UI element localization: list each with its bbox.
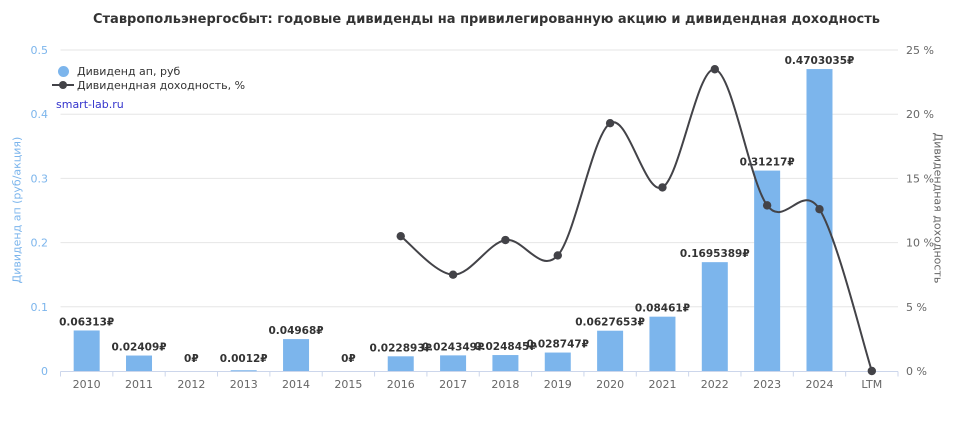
bar-2018[interactable]: [492, 355, 519, 371]
bar-2014[interactable]: [283, 339, 310, 371]
left-axis-tick-label: 0.2: [31, 237, 49, 250]
left-axis-tick-label: 0.1: [31, 301, 49, 314]
right-axis-tick-label: 10 %: [906, 237, 934, 250]
bar-value-label-2020: 0.0627653₽: [575, 317, 645, 329]
x-axis-label-2012: 2012: [177, 378, 205, 391]
bar-value-label-2016: 0.022893₽: [370, 342, 432, 354]
x-axis-label-2020: 2020: [596, 378, 624, 391]
bar-value-label-2010: 0.06313₽: [59, 316, 114, 328]
bar-value-label-2019: 0.028747₽: [527, 339, 589, 351]
bar-2019[interactable]: [544, 352, 571, 371]
yield-point-2016[interactable]: [396, 231, 405, 241]
bar-value-label-2022: 0.1695389₽: [680, 248, 750, 260]
legend-label-dividend: Дивиденд ап, руб: [77, 64, 181, 78]
bar-2017[interactable]: [440, 355, 467, 371]
bar-2011[interactable]: [126, 355, 153, 371]
right-axis-tick-label: 5 %: [906, 301, 927, 314]
x-axis-label-LTM: LTM: [861, 378, 882, 391]
bar-2021[interactable]: [649, 316, 676, 371]
bar-2016[interactable]: [387, 356, 414, 371]
bar-value-label-2018: 0.024845₽: [474, 341, 536, 353]
x-axis-label-2019: 2019: [544, 378, 572, 391]
left-axis-title: Дивиденд ап (руб/акция): [10, 136, 24, 284]
x-axis-label-2015: 2015: [334, 378, 362, 391]
x-axis-label-2023: 2023: [753, 378, 781, 391]
bar-2020[interactable]: [597, 330, 624, 371]
yield-point-2020[interactable]: [605, 118, 615, 128]
yield-point-LTM[interactable]: [867, 366, 877, 376]
bar-value-label-2011: 0.02409₽: [111, 342, 166, 354]
x-axis-label-2014: 2014: [282, 378, 310, 391]
bar-value-label-2015: 0₽: [341, 353, 356, 365]
right-axis-tick-label: 20 %: [906, 108, 934, 121]
bar-value-label-2013: 0.0012₽: [220, 353, 268, 365]
bar-value-label-2014: 0.04968₽: [268, 325, 323, 337]
yield-point-2023[interactable]: [762, 201, 772, 210]
left-axis-tick-label: 0.4: [31, 108, 49, 121]
bar-2013[interactable]: [230, 370, 257, 372]
x-axis-label-2010: 2010: [73, 378, 101, 391]
bar-value-label-2023: 0.31217₽: [740, 157, 795, 169]
circle-icon: [49, 65, 77, 77]
bar-value-label-2012: 0₽: [184, 353, 199, 365]
x-axis-label-2024: 2024: [805, 378, 833, 391]
legend: Дивиденд ап, руб Дивидендная доходность,…: [49, 64, 245, 112]
right-axis-title: Дивидендная доходность: [931, 132, 945, 284]
bar-2022[interactable]: [701, 262, 728, 371]
yield-point-2024[interactable]: [815, 205, 824, 214]
bar-2024[interactable]: [806, 69, 833, 371]
yield-point-2022[interactable]: [710, 65, 719, 74]
yield-point-2017[interactable]: [448, 270, 458, 279]
legend-item-dividend[interactable]: Дивиденд ап, руб: [49, 64, 245, 78]
x-axis-label-2013: 2013: [230, 378, 258, 391]
right-axis-tick-label: 15 %: [906, 172, 934, 185]
line-dot-icon: [49, 81, 77, 89]
right-axis-tick-label: 0 %: [906, 365, 927, 378]
bar-2023[interactable]: [754, 170, 781, 371]
smart-lab-link[interactable]: smart-lab.ru: [56, 98, 124, 111]
x-axis-label-2017: 2017: [439, 378, 467, 391]
left-axis-tick-label: 0.3: [31, 172, 49, 185]
x-axis-label-2011: 2011: [125, 378, 153, 391]
x-axis-label-2022: 2022: [701, 378, 729, 391]
bar-value-label-2024: 0.4703035₽: [785, 55, 855, 67]
legend-item-yield[interactable]: Дивидендная доходность, %: [49, 78, 245, 92]
x-axis-label-2018: 2018: [491, 378, 519, 391]
left-axis-tick-label: 0: [41, 365, 48, 378]
left-axis-tick-label: 0.5: [31, 44, 49, 57]
legend-label-yield: Дивидендная доходность, %: [77, 78, 246, 92]
right-axis-tick-label: 25 %: [906, 44, 934, 57]
yield-point-2019[interactable]: [553, 251, 562, 260]
yield-point-2018[interactable]: [501, 235, 510, 245]
chart-title: Ставропольэнергосбыт: годовые дивиденды …: [92, 12, 880, 27]
x-axis-label-2021: 2021: [648, 378, 676, 391]
bar-value-label-2017: 0.024349₽: [422, 341, 484, 353]
bar-value-label-2021: 0.08461₽: [635, 303, 690, 315]
yield-point-2021[interactable]: [658, 183, 667, 192]
bar-2010[interactable]: [73, 330, 100, 371]
x-axis-label-2016: 2016: [387, 378, 415, 391]
